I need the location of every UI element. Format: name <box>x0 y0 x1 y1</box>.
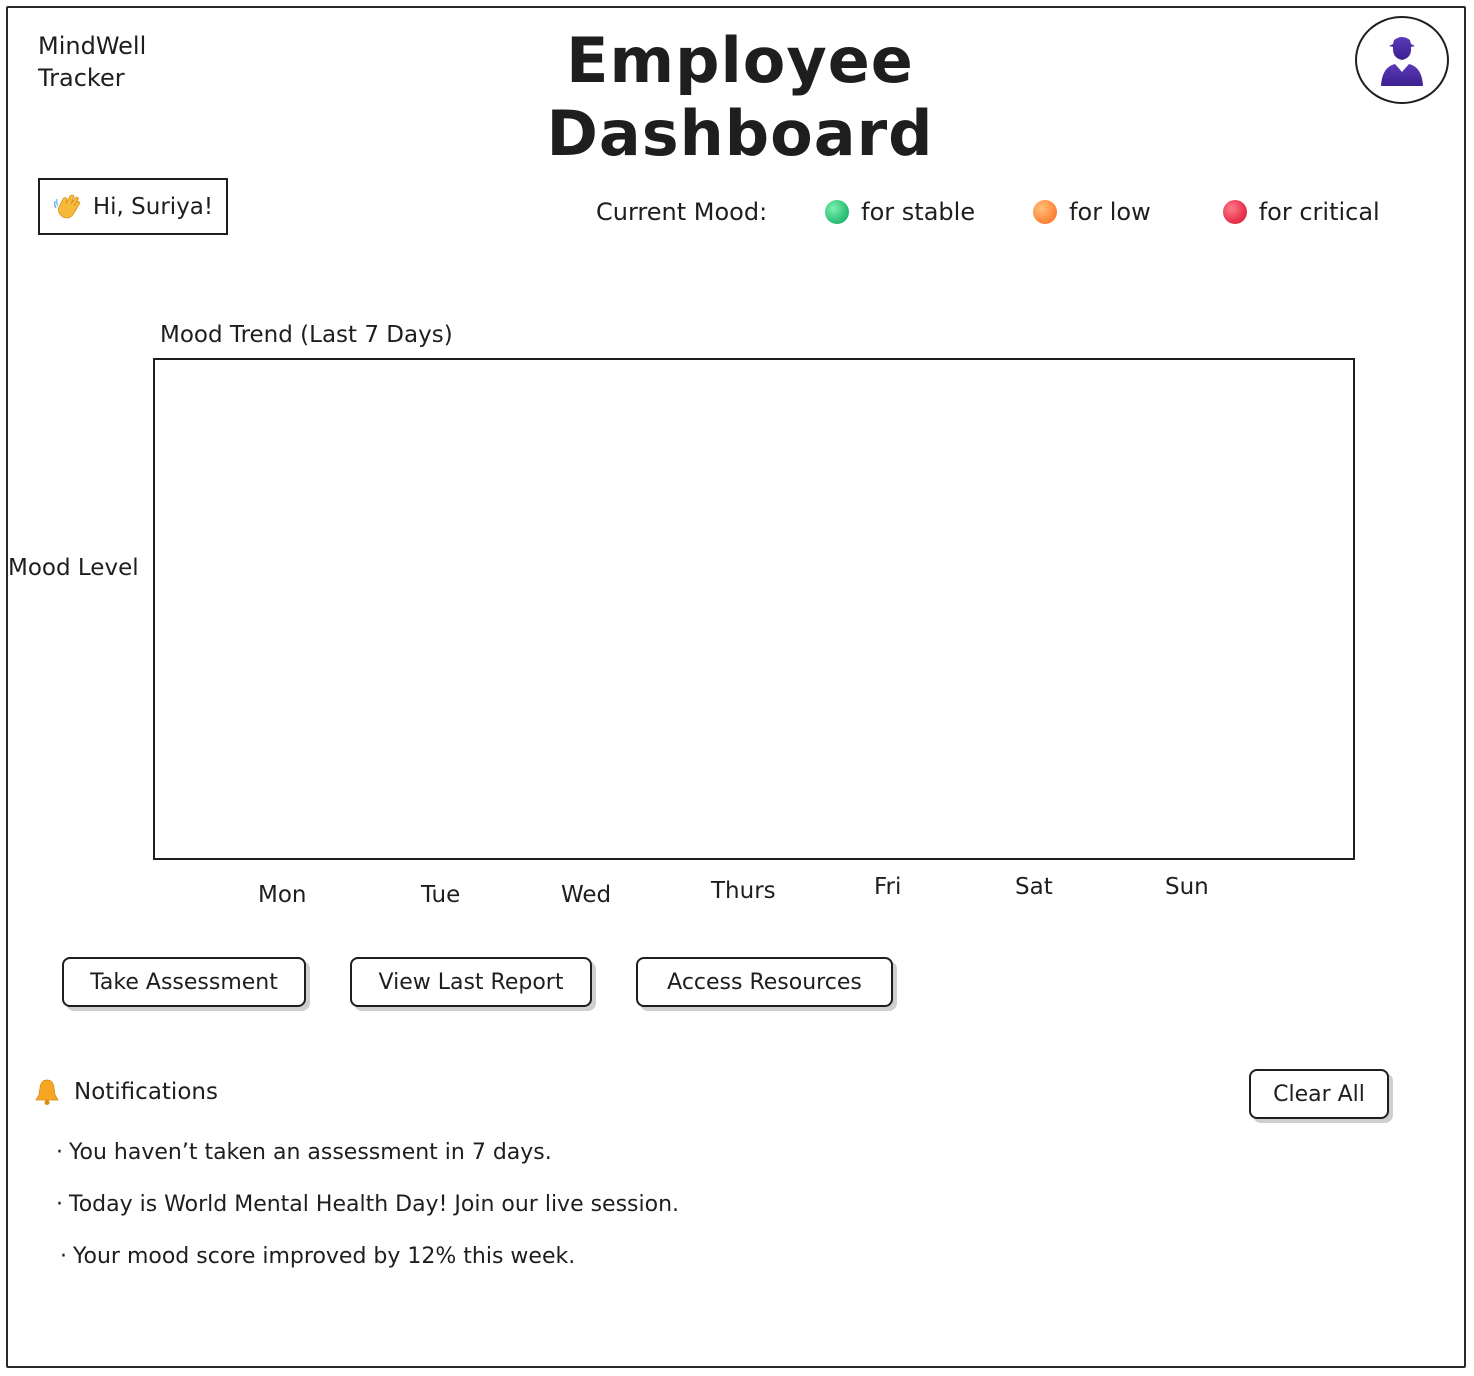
user-avatar-button[interactable] <box>1355 16 1449 104</box>
legend-label-low: for low <box>1069 198 1151 226</box>
bullet-icon: · <box>56 1140 63 1165</box>
legend-label-critical: for critical <box>1258 198 1380 226</box>
notifications-title: Notifications <box>74 1079 218 1105</box>
notifications-header: Notifications <box>34 1078 218 1106</box>
notification-item: · Your mood score improved by 12% this w… <box>56 1244 679 1296</box>
bullet-icon: · <box>60 1244 67 1269</box>
user-avatar-icon <box>1381 37 1423 86</box>
notification-text: Your mood score improved by 12% this wee… <box>73 1244 576 1269</box>
orange-dot-icon <box>1033 200 1058 224</box>
x-tick-wed: Wed <box>561 882 612 908</box>
take-assessment-button[interactable]: Take Assessment <box>62 957 306 1007</box>
chart-title: Mood Trend (Last 7 Days) <box>160 322 453 348</box>
x-tick-thurs: Thurs <box>711 878 776 904</box>
legend-item-critical: for critical <box>1222 198 1380 226</box>
green-dot-icon <box>825 200 850 224</box>
notification-text: You haven’t taken an assessment in 7 day… <box>69 1140 552 1165</box>
chart-y-axis-label: Mood Level <box>8 555 139 581</box>
red-dot-icon <box>1222 200 1247 224</box>
app-name-line1: MindWell <box>38 32 147 60</box>
legend-item-low: for low <box>1033 198 1151 226</box>
current-mood-label: Current Mood: <box>596 198 768 226</box>
access-resources-button[interactable]: Access Resources <box>636 957 893 1007</box>
notification-text: Today is World Mental Health Day! Join o… <box>69 1192 680 1217</box>
app-name: MindWell Tracker <box>38 30 146 94</box>
mood-legend: Current Mood: for stable for low for cri… <box>596 192 1380 232</box>
app-name-line2: Tracker <box>38 64 125 92</box>
greeting-badge: Hi, Suriya! <box>38 178 228 235</box>
view-last-report-button[interactable]: View Last Report <box>350 957 592 1007</box>
notification-item: · You haven’t taken an assessment in 7 d… <box>56 1140 679 1192</box>
bullet-icon: · <box>56 1192 63 1217</box>
legend-item-stable: for stable <box>825 198 975 226</box>
bell-icon <box>35 1079 59 1105</box>
x-tick-fri: Fri <box>874 874 902 900</box>
x-tick-sat: Sat <box>1015 874 1053 900</box>
chart-plot-area <box>153 358 1355 860</box>
notification-list: · You haven’t taken an assessment in 7 d… <box>56 1140 679 1296</box>
legend-label-stable: for stable <box>861 198 976 226</box>
notification-item: · Today is World Mental Health Day! Join… <box>56 1192 679 1244</box>
clear-all-button[interactable]: Clear All <box>1249 1069 1389 1119</box>
page-title: Employee Dashboard <box>546 24 934 170</box>
x-tick-sun: Sun <box>1165 874 1209 900</box>
x-tick-mon: Mon <box>258 882 307 908</box>
page-frame <box>6 6 1466 1368</box>
waving-hand-icon <box>53 194 81 218</box>
greeting-text: Hi, Suriya! <box>92 193 214 220</box>
x-tick-tue: Tue <box>421 882 461 908</box>
